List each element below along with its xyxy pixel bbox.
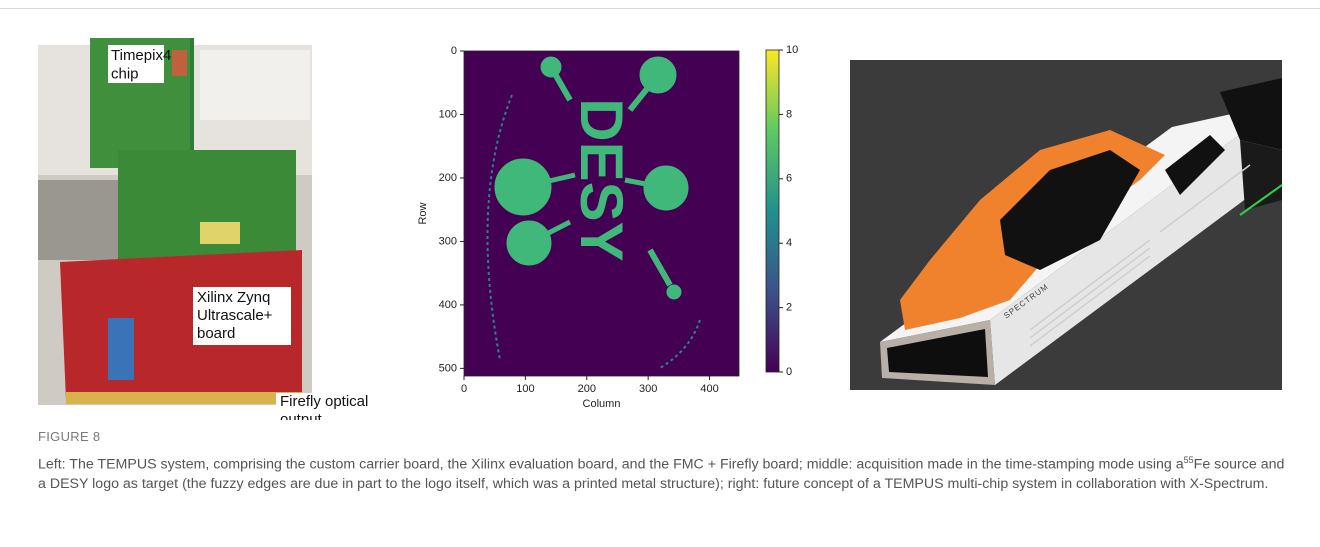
photo [38,38,376,413]
x-axis-label: Column [583,398,621,410]
photo-label: chip [111,65,139,82]
y-tick-label: 200 [439,172,457,184]
x-tick-label: 0 [461,383,467,395]
photo-label: Firefly optical [280,393,368,410]
y-tick-label: 400 [439,299,457,311]
figure-label: FIGURE 8 [38,429,100,444]
image-text: DESY [568,98,635,261]
photo-label: Ultrascale+ [197,307,273,324]
photo-label: Xilinx Zynq [197,289,270,306]
photo-label: board [197,325,235,342]
colorbar [766,50,779,372]
photo-label: Timepix4 [111,47,171,64]
caption: Left: The TEMPUS system, comprising the … [38,451,1288,495]
colorbar-tick-label: 2 [786,302,792,314]
colorbar-tick-label: 8 [786,108,792,120]
x-tick-label: 400 [700,383,718,395]
x-tick-label: 300 [639,383,657,395]
caption-text: Left: The TEMPUS system, comprising the … [38,457,1184,473]
colorbar-tick-label: 10 [786,44,798,56]
colorbar-tick-label: 4 [786,237,792,249]
y-tick-label: 500 [439,362,457,374]
y-axis-label: Row [417,202,429,224]
caption-superscript: 55 [1184,455,1194,465]
x-tick-label: 200 [578,383,596,395]
y-tick-label: 100 [439,108,457,120]
colorbar-tick-label: 6 [786,173,792,185]
page: Timepix4chip Xilinx ZynqUltrascale+board F… [0,0,1320,547]
photo-label: output [280,411,323,420]
y-tick-label: 0 [451,45,457,57]
render [850,60,1282,390]
x-tick-label: 100 [516,383,534,395]
y-tick-label: 300 [439,235,457,247]
heatmap-image: DESY [464,51,739,376]
colorbar-tick-label: 0 [786,366,792,378]
